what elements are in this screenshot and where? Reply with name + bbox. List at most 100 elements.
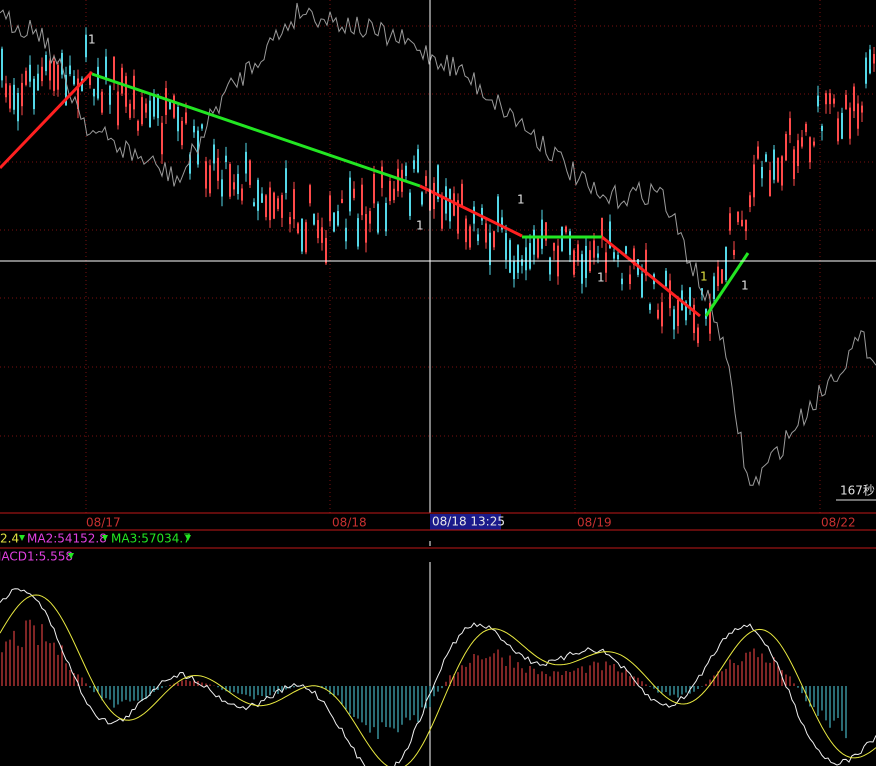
zigzag — [0, 70, 750, 318]
candle-body — [381, 166, 383, 188]
candle-body — [421, 192, 423, 205]
candle-body — [57, 65, 59, 90]
candle-body — [69, 65, 71, 75]
candle-body — [433, 182, 435, 210]
candle-body — [825, 93, 827, 105]
candle-body — [845, 94, 847, 110]
candle-body — [661, 302, 663, 327]
candle-body — [561, 226, 563, 251]
zigzag-label: 1 — [741, 279, 749, 293]
candle-body — [677, 299, 679, 326]
candle-body — [365, 214, 367, 243]
candle-body — [405, 165, 407, 176]
candle-body — [785, 134, 787, 161]
candle-body — [789, 118, 791, 135]
date-label: 08/22 — [821, 516, 856, 530]
candle-body — [85, 34, 87, 58]
zigzag-down — [91, 72, 421, 188]
candle-body — [533, 229, 535, 255]
candle-body — [297, 223, 299, 234]
candle-body — [501, 217, 503, 230]
candle-body — [673, 309, 675, 330]
candle-body — [133, 75, 135, 110]
candle-body — [197, 130, 199, 165]
candle-body — [665, 270, 667, 287]
candle-body — [129, 103, 131, 118]
ma-arrow — [102, 535, 108, 541]
candle-body — [109, 85, 111, 105]
candle-body — [205, 161, 207, 189]
candle-body — [605, 252, 607, 273]
candle-body — [89, 73, 91, 85]
candle-body — [293, 189, 295, 220]
candle-body — [765, 154, 767, 162]
candle-body — [713, 276, 715, 299]
candle-body — [873, 54, 875, 64]
candle-body — [489, 232, 491, 266]
candle-body — [49, 60, 51, 81]
candle-body — [625, 246, 627, 254]
candle-body — [73, 76, 75, 85]
candle-body — [193, 125, 195, 133]
ma3-value: MA3:57034.7 — [111, 532, 191, 546]
candle-body — [209, 165, 211, 194]
candle-body — [861, 105, 863, 113]
candle-body — [745, 219, 747, 232]
macd-dea — [0, 594, 876, 766]
candle-body — [693, 304, 695, 334]
candle-body — [849, 107, 851, 139]
candle-body — [453, 193, 455, 216]
candle-body — [157, 94, 159, 119]
candle-body — [101, 91, 103, 113]
candle-body — [517, 245, 519, 273]
candle-body — [521, 259, 523, 266]
candle-body — [37, 73, 39, 91]
candle-body — [153, 96, 155, 117]
candle-body — [33, 78, 35, 110]
candle-body — [169, 100, 171, 110]
candle-body — [545, 222, 547, 241]
candle-body — [301, 218, 303, 252]
candle-body — [257, 179, 259, 211]
candle-body — [585, 245, 587, 279]
candle-body — [425, 176, 427, 187]
candle-body — [233, 182, 235, 190]
candle-body — [813, 141, 815, 146]
zigzag-label: 1 — [700, 270, 708, 284]
candle-body — [265, 195, 267, 218]
candle-body — [565, 226, 567, 233]
candle-body — [237, 173, 239, 194]
candle-body — [377, 203, 379, 233]
candle-body — [105, 56, 107, 78]
candle-body — [645, 249, 647, 276]
candle-body — [609, 221, 611, 249]
candle-body — [621, 278, 623, 285]
candle-body — [117, 91, 119, 126]
candle-body — [733, 249, 735, 256]
candle-body — [261, 193, 263, 203]
candle-body — [217, 157, 219, 181]
candle-body — [513, 260, 515, 280]
candle-body — [141, 97, 143, 125]
candle-body — [137, 120, 139, 131]
candle-body — [349, 177, 351, 212]
candle-body — [497, 196, 499, 226]
candle-body — [25, 70, 27, 85]
candle-body — [329, 195, 331, 222]
zigzag-label: 1 — [517, 193, 525, 207]
candle-body — [61, 52, 63, 75]
candle-body — [317, 220, 319, 239]
candle-body — [201, 124, 203, 129]
candle-body — [437, 165, 439, 200]
candle-body — [505, 233, 507, 260]
candle-body — [481, 207, 483, 221]
candle-body — [817, 95, 819, 107]
candle-body — [717, 266, 719, 286]
candle-body — [649, 304, 651, 310]
candle-body — [289, 217, 291, 225]
candle-body — [225, 155, 227, 163]
candle-body — [189, 154, 191, 174]
candle-body — [149, 100, 151, 128]
